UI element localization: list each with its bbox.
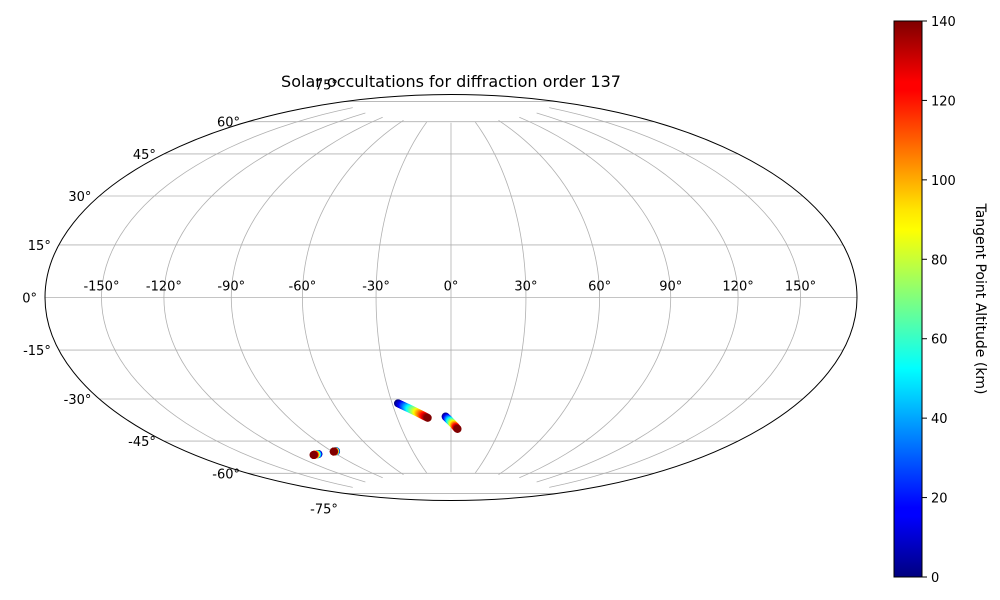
occultation-point — [329, 447, 338, 456]
lat-tick-label: 60° — [217, 116, 240, 131]
lat-tick-label: -75° — [310, 503, 338, 518]
map-boundary — [44, 94, 858, 501]
lat-tick-label: 30° — [68, 190, 91, 205]
occultation-point — [309, 450, 318, 459]
colorbar-tick-label: 60 — [931, 333, 948, 348]
colorbar-tick-label: 40 — [931, 412, 948, 427]
lon-tick-label: -150° — [83, 280, 119, 295]
colorbar-ticks: 0 20 40 60 80 100 120 140 — [922, 15, 956, 586]
map-grid — [45, 101, 857, 494]
lon-tick-label: 60° — [588, 280, 611, 295]
longitude-tick-labels: -150° -120° -90° -60° -30° 0° 30° 60° 90° 120° 150… — [83, 280, 816, 295]
lat-tick-label: 75° — [315, 78, 338, 93]
colorbar-tick-label: 0 — [931, 571, 939, 586]
lat-tick-label: 15° — [28, 239, 51, 254]
grid-meridian — [375, 121, 427, 474]
colorbar-gradient — [893, 20, 923, 578]
grid-meridian — [475, 121, 527, 474]
colorbar-tick-label: 100 — [931, 174, 956, 189]
lat-tick-label: -15° — [23, 344, 51, 359]
lat-tick-label: 0° — [22, 292, 37, 307]
grid-meridian — [101, 107, 353, 488]
lon-tick-label: -120° — [146, 280, 182, 295]
lon-tick-label: 30° — [514, 280, 537, 295]
lon-tick-label: 0° — [444, 280, 459, 295]
colorbar-tick-label: 140 — [931, 15, 956, 30]
grid-meridian — [163, 112, 366, 483]
lon-tick-label: -60° — [289, 280, 317, 295]
colorbar-tick-label: 20 — [931, 492, 948, 507]
lat-tick-label: -60° — [212, 467, 240, 482]
lon-tick-label: -90° — [217, 280, 245, 295]
lat-tick-label: -45° — [128, 435, 156, 450]
lat-tick-label: 45° — [133, 148, 156, 163]
grid-meridian — [536, 112, 739, 483]
grid-meridian — [301, 119, 404, 476]
colorbar-tick-label: 80 — [931, 253, 948, 268]
grid-meridian — [230, 116, 383, 479]
colorbar: 0 20 40 60 80 100 120 140 Tangent Point Altitud… — [893, 15, 988, 586]
grid-meridian — [498, 119, 601, 476]
latitude-tick-labels: 75° 60° 45° 30° 15° 0° -15° -30° -45° -60° -75° — [22, 78, 338, 517]
colorbar-label: Tangent Point Altitude (km) — [972, 202, 988, 394]
occultation-points — [309, 399, 462, 459]
lon-tick-label: 120° — [722, 280, 753, 295]
lon-tick-label: 150° — [785, 280, 816, 295]
chart-title: Solar occultations for diffraction order… — [281, 72, 621, 91]
grid-meridian — [519, 116, 672, 479]
occultation-point — [423, 413, 432, 422]
colorbar-tick-label: 120 — [931, 94, 956, 109]
occultation-point — [453, 424, 462, 433]
lon-tick-label: 90° — [659, 280, 682, 295]
lat-tick-label: -30° — [64, 393, 92, 408]
lon-tick-label: -30° — [362, 280, 390, 295]
grid-meridian — [549, 107, 801, 488]
